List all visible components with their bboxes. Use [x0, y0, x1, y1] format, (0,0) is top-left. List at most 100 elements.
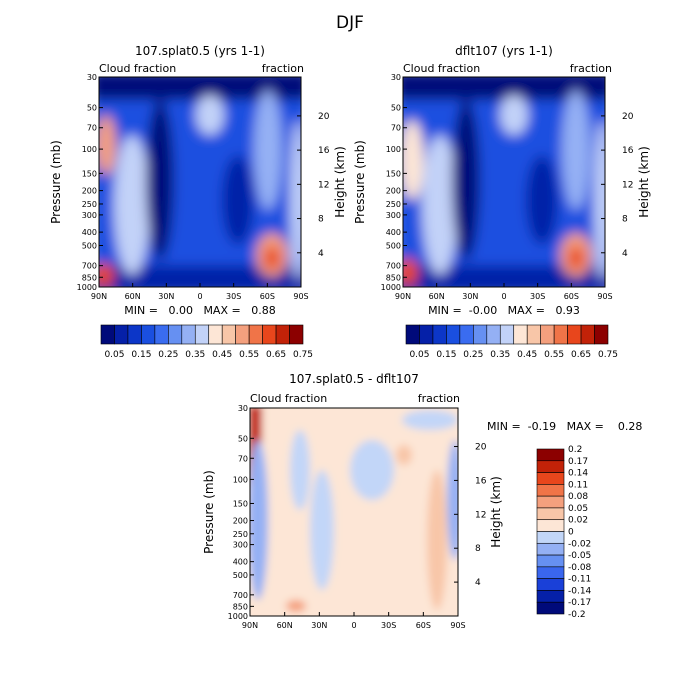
- latitude-axis: 90N 60N 30N 0 30S 60S 90S: [242, 612, 466, 630]
- x-tick-label: 60S: [416, 621, 431, 630]
- latitude-axis: 90N 60N 30N 0 30S 60S 90S: [395, 283, 613, 301]
- colorbar-swatch: [536, 484, 565, 497]
- height-tick-label: 12: [475, 510, 486, 520]
- colorbar-swatch: [141, 324, 156, 345]
- colorbar-label: 0.25: [158, 350, 178, 360]
- height-tick-label: 16: [318, 146, 330, 156]
- colorbar-label: 0.55: [239, 350, 259, 360]
- x-tick-label: 30N: [462, 292, 478, 301]
- y-tick-label: 500: [233, 571, 248, 580]
- colorbar-swatch: [536, 495, 565, 509]
- colorbar-swatch: [567, 324, 582, 345]
- colorbar-label: -0.2: [568, 610, 586, 620]
- colorbar-swatch: [194, 324, 210, 345]
- height-tick-label: 16: [475, 476, 487, 486]
- y-tick-label: 1000: [381, 283, 401, 292]
- colorbar-label: 0.14: [568, 469, 588, 479]
- height-tick-label: 4: [475, 578, 481, 588]
- y-tick-label: 50: [391, 104, 401, 113]
- height-tick-label: 20: [318, 112, 330, 122]
- colorbar-label: 0.11: [568, 480, 588, 490]
- x-tick-label: 60S: [260, 292, 275, 301]
- y-tick-label: 400: [233, 558, 248, 567]
- colorbar-swatch: [553, 324, 568, 345]
- colorbar-swatch: [473, 324, 488, 345]
- height-tick-label: 20: [622, 112, 634, 122]
- panel-difference: 107.splat0.5 - dflt107 Cloud fraction fr…: [202, 372, 642, 630]
- colorbar-label: 0.35: [490, 350, 510, 360]
- y-tick-label: 200: [82, 187, 97, 196]
- colorbar-swatch: [594, 324, 609, 345]
- colorbar-swatch: [432, 324, 447, 345]
- field-label: Cloud fraction: [250, 392, 327, 405]
- colorbar-swatch: [536, 542, 565, 556]
- x-tick-label: 60S: [564, 292, 579, 301]
- colorbar-swatch: [221, 324, 236, 345]
- colorbar-label: 0.05: [568, 504, 588, 514]
- y-tick-label: 300: [233, 541, 248, 550]
- panel-model: 107.splat0.5 (yrs 1-1) Cloud fraction fr…: [49, 44, 347, 360]
- y-tick-label: 500: [386, 241, 401, 250]
- colorbar-swatch: [540, 324, 555, 345]
- colorbar-label: -0.17: [568, 598, 591, 608]
- colorbar-swatch: [289, 324, 304, 345]
- x-tick-label: 90S: [293, 292, 308, 301]
- x-tick-label: 30N: [311, 621, 327, 630]
- min-max-readout: MIN = -0.00 MAX = 0.93: [428, 304, 580, 317]
- colorbar-swatch: [486, 324, 501, 345]
- colorbar-swatch: [248, 324, 263, 345]
- colorbar-label: 0.55: [544, 350, 564, 360]
- colorbar-swatch: [580, 324, 595, 345]
- min-max-readout: MIN = -0.19 MAX = 0.28: [487, 420, 642, 433]
- y-tick-label: 200: [386, 187, 401, 196]
- colorbar-swatch: [526, 324, 541, 345]
- latitude-axis: 90N 60N 30N 0 30S 60S 90S: [91, 283, 309, 301]
- colorbar-swatch: [446, 324, 461, 345]
- colorbar-swatch: [114, 324, 129, 345]
- y-tick-label: 30: [87, 73, 97, 82]
- colorbar-label: 0.02: [568, 516, 588, 526]
- y-tick-label: 700: [82, 262, 97, 271]
- colorbar: 0.05 0.15 0.25 0.35 0.45 0.55 0.65 0.75: [405, 324, 618, 360]
- colorbar-label: 0.17: [568, 457, 588, 467]
- colorbar-label: 0.75: [598, 350, 618, 360]
- y-tick-label: 700: [386, 262, 401, 271]
- colorbar-swatch: [262, 324, 277, 345]
- y-tick-label: 1000: [77, 283, 97, 292]
- colorbar-swatch: [168, 324, 183, 345]
- y-tick-label: 100: [233, 475, 248, 484]
- y-tick-label: 250: [233, 530, 248, 539]
- y-tick-label: 400: [386, 228, 401, 237]
- y-tick-label: 250: [386, 200, 401, 209]
- y-tick-label: 70: [87, 124, 97, 133]
- min-max-readout: MIN = 0.00 MAX = 0.88: [124, 304, 275, 317]
- x-tick-label: 90N: [91, 292, 107, 301]
- panel-control: dflt107 (yrs 1-1) Cloud fraction fractio…: [353, 44, 651, 360]
- colorbar-label: 0.05: [104, 350, 124, 360]
- colorbar-label: -0.08: [568, 563, 592, 573]
- colorbar-label: 0.75: [293, 350, 313, 360]
- y-tick-label: 100: [82, 145, 97, 154]
- colorbar: 0.05 0.15 0.25 0.35 0.45 0.55 0.65 0.75: [100, 324, 313, 360]
- colorbar-swatch: [513, 324, 528, 345]
- x-tick-label: 0: [501, 292, 506, 301]
- colorbar-swatch: [536, 578, 565, 591]
- units-label: fraction: [418, 392, 460, 405]
- height-axis: 20 16 12 8 4: [601, 112, 634, 259]
- y-axis-label: Pressure (mb): [353, 140, 367, 224]
- colorbar-label: -0.14: [568, 586, 592, 596]
- colorbar-label: 0.65: [266, 350, 286, 360]
- y-tick-label: 300: [82, 211, 97, 220]
- x-tick-label: 0: [351, 621, 356, 630]
- colorbar-swatch: [536, 519, 565, 532]
- x-tick-label: 90N: [242, 621, 258, 630]
- y-tick-label: 100: [386, 145, 401, 154]
- y-tick-label: 150: [386, 169, 401, 178]
- colorbar-swatch: [208, 324, 223, 345]
- y-tick-label: 150: [233, 499, 248, 508]
- contour-field: [99, 77, 301, 287]
- y-tick-label: 700: [233, 591, 248, 600]
